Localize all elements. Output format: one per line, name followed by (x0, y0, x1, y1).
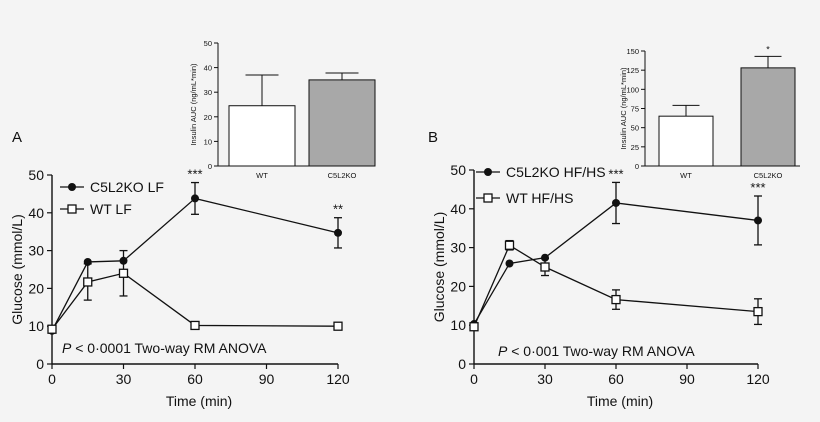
inset-y-tick-label: 50 (631, 124, 639, 133)
y-tick-label: 20 (450, 278, 466, 294)
inset-x-tick-label: WT (256, 171, 268, 180)
legend-marker-circle (484, 168, 492, 176)
significance-label: *** (187, 167, 202, 182)
data-point-square (540, 262, 550, 272)
y-tick-label: 0 (36, 356, 44, 372)
legend-label: WT LF (90, 201, 132, 217)
inset-significance-label: * (766, 44, 770, 54)
inset-y-tick-label: 100 (626, 85, 639, 94)
panel-a: A 0 10 20 30 40 50 0 30 60 90 120 Time (min) Glucose … (9, 39, 376, 409)
y-tick-label: 50 (450, 162, 466, 178)
y-tick-label: 10 (28, 318, 44, 334)
stat-rest: < 0·0001 Two-way RM ANOVA (71, 340, 267, 356)
y-tick-label: 40 (450, 201, 466, 217)
inset-bar (308, 79, 376, 167)
inset-y-tick-label: 10 (204, 137, 212, 146)
series-line-wt (473, 244, 759, 328)
legend-label: C5L2KO HF/HS (506, 164, 606, 180)
y-tick-label: 30 (450, 240, 466, 256)
inset-x-tick-label: C5L2KO (754, 171, 783, 180)
data-point-circle (334, 228, 342, 237)
inset-y-tick-label: 25 (631, 143, 639, 152)
data-point-circle (191, 194, 199, 203)
inset-y-tick-label: 150 (626, 47, 639, 56)
inset-x-tick-label: C5L2KO (328, 171, 357, 180)
x-tick-label: 90 (679, 371, 695, 387)
data-point-square (118, 268, 129, 278)
inset-y-tick-label: 75 (631, 105, 639, 114)
inset-y-tick-label: 20 (204, 113, 212, 122)
significance-label: *** (608, 166, 623, 181)
significance-label: ** (333, 202, 343, 217)
x-tick-label: 120 (326, 371, 350, 387)
legend-marker-circle (68, 183, 76, 191)
inset-y-tick-label: 0 (635, 162, 639, 171)
x-tick-label: 30 (537, 371, 553, 387)
inset-bar (228, 105, 296, 167)
x-axis-label: Time (min) (166, 393, 232, 409)
data-point-square (333, 321, 343, 331)
y-tick-label: 0 (458, 356, 466, 372)
data-point-square (190, 320, 200, 331)
inset-y-tick-label: 0 (208, 162, 212, 171)
data-point-circle (541, 253, 549, 262)
x-tick-label: 0 (470, 371, 478, 387)
data-point-circle (505, 259, 514, 268)
y-tick-label: 10 (450, 317, 466, 333)
y-axis-label: Glucose (mmol/L) (431, 212, 447, 322)
stat-text: P < 0·0001 Two-way RM ANOVA (62, 340, 267, 356)
data-point-square (47, 324, 57, 334)
legend-marker-square (67, 204, 77, 214)
legend-label: WT HF/HS (506, 190, 573, 206)
inset-x-tick-label: WT (680, 171, 692, 180)
data-point-square (753, 306, 763, 317)
y-tick-label: 30 (28, 243, 44, 259)
inset-y-tick-label: 40 (204, 64, 212, 73)
y-tick-label: 20 (28, 280, 44, 296)
legend-marker-square (483, 193, 493, 203)
y-axis-label: Glucose (mmol/L) (9, 214, 25, 324)
panel-label: B (428, 129, 438, 146)
inset-y-tick-label: 50 (204, 39, 212, 48)
x-axis-label: Time (min) (587, 393, 653, 409)
x-tick-label: 0 (48, 371, 56, 387)
x-tick-label: 120 (746, 371, 770, 387)
panel-label: A (12, 129, 22, 146)
x-tick-label: 60 (608, 371, 624, 387)
data-point-square (469, 322, 479, 332)
data-point-square (611, 294, 621, 305)
y-tick-label: 50 (28, 167, 44, 183)
series-line-ko (51, 197, 339, 332)
y-tick-label: 40 (28, 205, 44, 221)
panel-b: B 0 10 20 30 40 50 0 30 60 90 120 Time (min) Glucose … (428, 44, 800, 409)
inset-bar (740, 67, 796, 167)
data-point-circle (754, 216, 762, 225)
inset-y-tick-label: 125 (626, 66, 639, 75)
x-tick-label: 30 (116, 371, 132, 387)
legend-label: C5L2KO LF (90, 179, 164, 195)
data-point-circle (612, 198, 620, 207)
stat-p: P (498, 343, 508, 359)
inset-bar-chart: 0 25 50 75 100 125 150 WT C5L2KO * Insulin AUC (ng… (619, 44, 800, 180)
stat-p: P (62, 340, 72, 356)
stat-text: P < 0·001 Two-way RM ANOVA (498, 343, 695, 359)
inset-bar-chart: 0 10 20 30 40 50 WT C5L2KO Insulin AUC (ng/mL*mi… (189, 39, 376, 180)
inset-y-tick-label: 30 (204, 88, 212, 97)
x-tick-label: 60 (187, 371, 203, 387)
significance-label: *** (750, 180, 765, 195)
data-point-square (504, 240, 515, 250)
inset-y-axis-label: Insulin AUC (ng/mL*min) (619, 67, 628, 150)
data-point-square (83, 277, 93, 287)
inset-y-axis-label: Insulin AUC (ng/mL*min) (189, 63, 198, 146)
stat-rest: < 0·001 Two-way RM ANOVA (507, 343, 695, 359)
inset-bar (658, 115, 714, 167)
x-tick-label: 90 (259, 371, 275, 387)
